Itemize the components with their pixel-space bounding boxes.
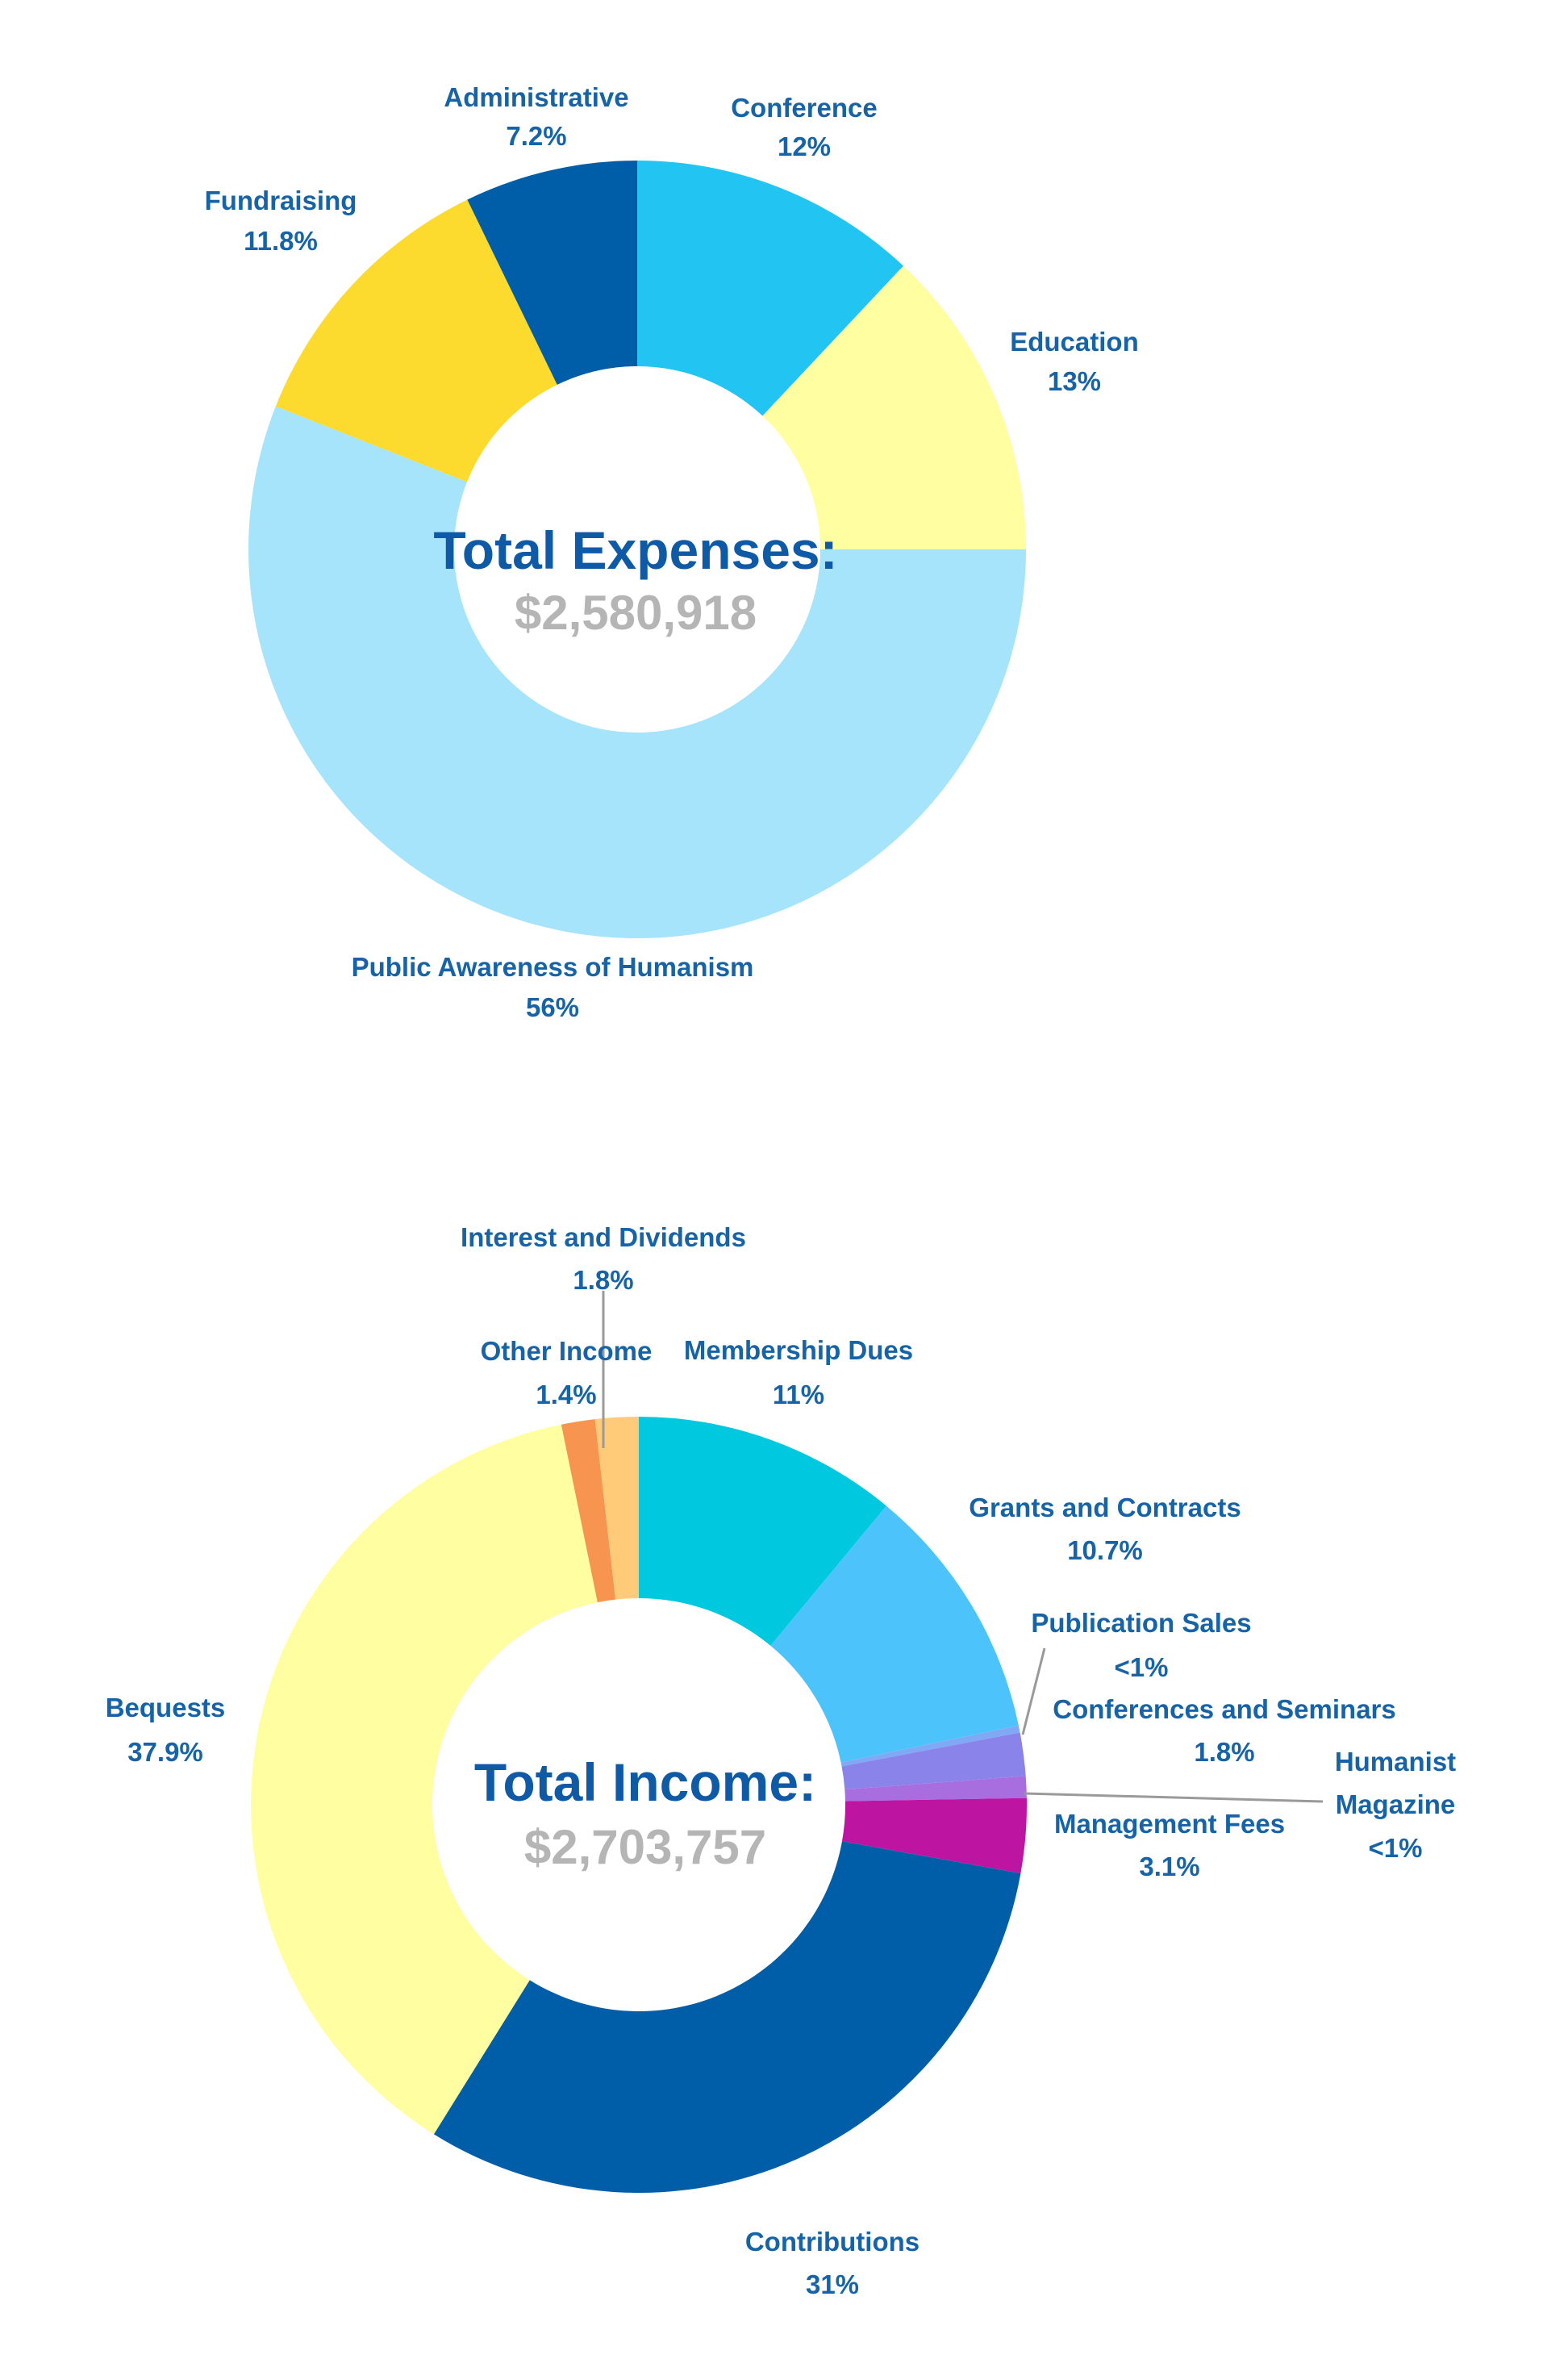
income-slice-contributions (433, 1841, 1021, 2194)
label-grants-contracts: Grants and Contracts (969, 1493, 1241, 1522)
expenses-slice-fundraising (275, 199, 557, 482)
label-membership-dues: Membership Dues (684, 1335, 913, 1365)
pct-education: 13% (1048, 366, 1101, 396)
expenses-donut (248, 161, 1027, 938)
leader-line-publication (1021, 1647, 1046, 1735)
income-slice-bequests (251, 1424, 598, 2135)
pct-membership-dues: 11% (773, 1380, 824, 1409)
income-slice-interest-and-dividends (594, 1417, 639, 1600)
label-management-fees: Management Fees (1054, 1809, 1285, 1839)
label-bequests: Bequests (106, 1693, 226, 1722)
pct-conference: 12% (778, 132, 831, 161)
pct-fundraising: 11.8% (244, 226, 318, 256)
expenses-slice-conference (637, 161, 903, 416)
pct-grants-contracts: 10.7% (1067, 1535, 1143, 1565)
income-center-total: $2,703,757 (524, 1820, 766, 1874)
income-slice-grants-and-contracts (770, 1505, 1019, 1763)
label-interest-dividends: Interest and Dividends (461, 1222, 746, 1252)
label-fundraising: Fundraising (205, 186, 357, 215)
expenses-slice-public-awareness-of-humanism (248, 406, 1027, 938)
label-publication-sales: Publication Sales (1031, 1608, 1251, 1638)
income-center-title: Total Income: (474, 1752, 816, 1812)
pct-management-fees: 3.1% (1139, 1852, 1199, 1881)
label-conference: Conference (731, 93, 878, 123)
pct-bequests: 37.9% (127, 1737, 203, 1767)
income-slice-management-fees (841, 1797, 1028, 1874)
label-public-awareness: Public Awareness of Humanism (352, 952, 754, 982)
income-donut (251, 1417, 1028, 2194)
label-humanist: Humanist (1335, 1747, 1456, 1777)
pct-publication-sales: <1% (1115, 1652, 1169, 1682)
pct-administrative: 7.2% (506, 121, 566, 151)
expenses-center-title: Total Expenses: (433, 520, 837, 580)
label-conferences-seminars: Conferences and Seminars (1053, 1694, 1396, 1724)
label-contributions: Contributions (745, 2227, 920, 2257)
expenses-slice-administrative (467, 161, 637, 385)
income-slice-other-income (561, 1419, 616, 1603)
pct-humanist-magazine: <1% (1369, 1833, 1423, 1863)
leader-line-magazine (1024, 1792, 1324, 1803)
income-slice-membership-dues (639, 1417, 886, 1646)
income-slice-humanist-magazine (844, 1776, 1027, 1802)
income-slice-conferences-and-seminars (841, 1732, 1026, 1790)
pct-contributions: 31% (806, 2269, 859, 2299)
income-slice-publication-sales (840, 1725, 1020, 1767)
expenses-slice-education (762, 265, 1026, 549)
label-other-income: Other Income (481, 1336, 653, 1366)
expenses-center-total: $2,580,918 (515, 586, 757, 640)
pct-interest-dividends: 1.8% (573, 1265, 633, 1295)
pct-public-awareness: 56% (526, 992, 579, 1022)
pct-other-income: 1.4% (536, 1380, 596, 1409)
label-education: Education (1010, 327, 1139, 357)
label-administrative: Administrative (444, 82, 628, 112)
pct-conferences-seminars: 1.8% (1194, 1737, 1254, 1767)
label-magazine: Magazine (1336, 1789, 1456, 1819)
